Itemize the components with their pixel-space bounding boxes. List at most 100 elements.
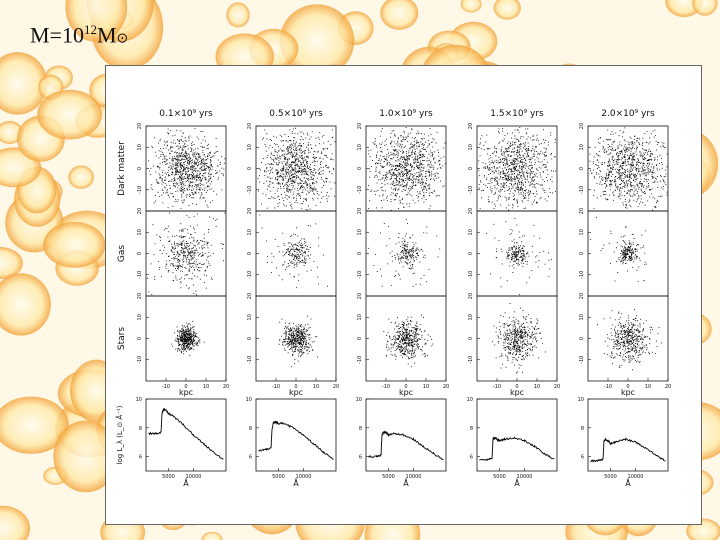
particle-point [405, 335, 407, 337]
particle-point [284, 169, 286, 171]
particle-point [386, 245, 388, 247]
y-tick-label: -10 [247, 186, 253, 194]
particle-point [288, 185, 290, 187]
particle-point [206, 186, 208, 188]
particle-point [276, 267, 278, 269]
particle-point [410, 353, 412, 355]
particle-point [286, 158, 288, 160]
particle-point [206, 256, 208, 258]
particle-point [300, 155, 302, 157]
particle-point [173, 258, 175, 260]
particle-point [425, 175, 426, 177]
y-tick-label: 10 [247, 144, 253, 150]
particle-point [188, 164, 190, 165]
particle-point [165, 161, 167, 163]
particle-point [400, 135, 402, 137]
particle-point [176, 265, 178, 267]
row-label: Gas [117, 245, 127, 262]
particle-point [433, 179, 435, 181]
particle-point [305, 137, 307, 139]
particle-point [297, 190, 299, 192]
particle-point [402, 203, 404, 205]
particle-point [292, 331, 294, 333]
particle-point [423, 256, 424, 258]
particle-point [158, 261, 160, 262]
particle-point [490, 157, 492, 159]
particle-point [296, 252, 298, 254]
particle-point [302, 261, 304, 263]
particle-point [191, 192, 193, 194]
particle-point [181, 347, 183, 349]
particle-point [285, 184, 287, 185]
particle-point [179, 263, 180, 265]
particle-point [190, 242, 191, 244]
particle-point [401, 167, 403, 169]
particle-point [412, 182, 414, 184]
particle-point [431, 192, 433, 193]
particle-point [282, 165, 284, 167]
particle-point [206, 267, 208, 269]
particle-point [320, 170, 322, 172]
particle-point [204, 168, 206, 170]
particle-point [410, 165, 411, 167]
particle-point [196, 186, 198, 188]
particle-point [164, 187, 166, 189]
particle-point [401, 199, 403, 201]
particle-point [187, 243, 189, 244]
particle-point [405, 184, 407, 186]
particle-point [172, 173, 174, 175]
particle-point [220, 243, 222, 245]
particle-point [154, 151, 156, 153]
particle-point [284, 331, 286, 333]
particle-point [197, 170, 199, 172]
particle-point [544, 152, 546, 154]
particle-point [179, 250, 181, 252]
particle-point [393, 184, 395, 186]
particle-point [299, 240, 301, 242]
particle-point [411, 186, 413, 188]
particle-point [405, 337, 407, 339]
particle-point [367, 208, 369, 210]
particle-point [191, 341, 193, 343]
particle-point [312, 190, 314, 192]
particle-point [181, 339, 183, 340]
particle-point [203, 169, 205, 171]
particle-point [405, 244, 406, 246]
particle-point [397, 334, 399, 336]
particle-point [180, 174, 182, 175]
particle-point [291, 167, 293, 169]
particle-point [330, 158, 332, 160]
particle-point [295, 341, 297, 343]
particle-point [181, 328, 183, 330]
particle-point [511, 141, 513, 143]
particle-point [396, 337, 398, 339]
particle-point [523, 190, 525, 192]
particle-point [405, 257, 406, 259]
particle-point [182, 150, 184, 151]
particle-point [429, 175, 431, 177]
particle-point [193, 156, 195, 158]
particle-point [190, 262, 192, 264]
particle-point [185, 340, 187, 341]
particle-point [191, 272, 193, 274]
particle-point [302, 351, 304, 353]
particle-point [183, 348, 185, 350]
particle-point [221, 167, 223, 169]
particle-point [304, 333, 306, 335]
particle-point [381, 285, 383, 287]
particle-point [422, 182, 424, 184]
particle-point [175, 159, 177, 161]
particle-point [385, 334, 387, 336]
particle-point [304, 328, 305, 330]
particle-point [156, 182, 158, 183]
particle-point [174, 248, 175, 250]
particle-point [182, 264, 184, 266]
particle-point [213, 190, 215, 192]
particle-point [391, 158, 393, 160]
particle-point [299, 336, 301, 338]
particle-point [294, 164, 296, 166]
figure-panel: 0.1×10⁹ yrs 0.5×10⁹ yrs 1.0×10⁹ yrs 1.5×10⁹… [105, 65, 702, 525]
particle-point [425, 172, 427, 174]
particle-point [182, 156, 184, 158]
